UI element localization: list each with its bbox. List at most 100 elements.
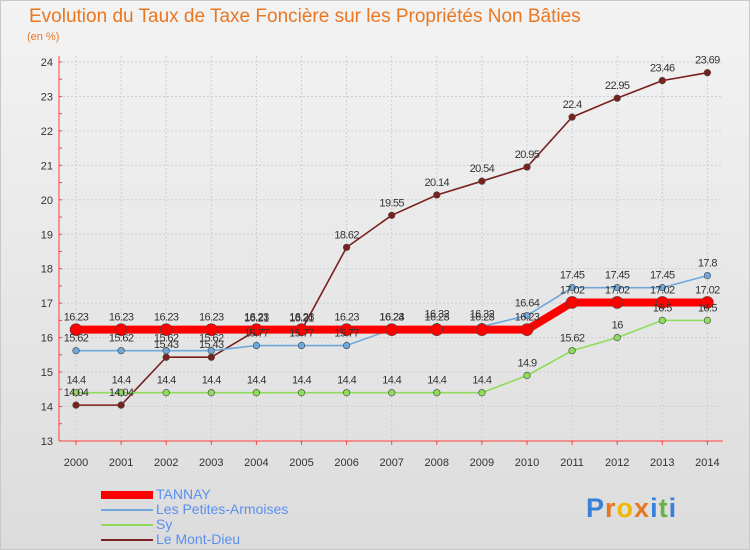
data-label-les-petites-armoises: 16.32 xyxy=(425,309,450,321)
data-point-le-mont-dieu xyxy=(613,94,621,102)
data-label-le-mont-dieu: 23.46 xyxy=(650,63,675,75)
data-label-sy: 14.4 xyxy=(202,375,221,387)
data-label-les-petites-armoises: 17.45 xyxy=(560,270,585,282)
data-point-tannay xyxy=(475,323,489,336)
data-point-sy xyxy=(703,316,712,324)
data-label-le-mont-dieu: 22.4 xyxy=(563,99,582,111)
data-label-sy: 14.4 xyxy=(292,375,311,387)
x-tick-label: 2002 xyxy=(154,457,178,469)
data-point-sy xyxy=(117,389,125,397)
legend-swatch-sy xyxy=(101,524,153,526)
y-tick-label: 24 xyxy=(41,57,53,69)
data-point-les-petites-armoises xyxy=(613,284,621,292)
data-point-les-petites-armoises xyxy=(658,284,666,292)
data-label-sy: 16 xyxy=(612,320,624,332)
y-tick-label: 21 xyxy=(41,160,53,172)
data-point-sy xyxy=(207,389,215,397)
data-label-les-petites-armoises: 15.62 xyxy=(199,333,224,345)
data-point-tannay xyxy=(565,296,579,309)
data-label-sy: 14.4 xyxy=(66,375,85,387)
data-label-tannay: 17.02 xyxy=(650,284,675,296)
logo-letter: r xyxy=(605,493,617,523)
data-label-tannay: 16.23 xyxy=(379,312,404,324)
data-point-tannay xyxy=(340,323,353,336)
data-label-sy: 14.4 xyxy=(427,375,446,387)
data-point-sy xyxy=(388,389,396,397)
series-line-le-mont-dieu xyxy=(76,71,708,406)
data-label-les-petites-armoises: 16.64 xyxy=(515,298,540,310)
x-tick-label: 2011 xyxy=(560,457,584,469)
data-label-les-petites-armoises: 15.62 xyxy=(64,333,89,345)
data-point-tannay xyxy=(205,323,218,336)
data-label-sy: 14.4 xyxy=(472,375,491,387)
data-label-sy: 14.4 xyxy=(247,375,266,387)
data-point-sy xyxy=(433,389,441,397)
data-point-le-mont-dieu xyxy=(523,163,531,171)
data-label-les-petites-armoises: 17.45 xyxy=(605,270,630,282)
x-tick-label: 2000 xyxy=(64,457,88,469)
data-label-tannay: 16.23 xyxy=(515,312,540,324)
data-point-sy xyxy=(658,316,666,324)
data-label-tannay: 16.23 xyxy=(154,312,179,324)
logo-letter: i xyxy=(668,493,678,523)
data-label-tannay: 16.23 xyxy=(425,312,450,324)
x-tick-label: 2010 xyxy=(515,457,539,469)
y-tick-label: 18 xyxy=(41,264,53,276)
data-label-sy: 14.9 xyxy=(517,357,536,369)
data-point-tannay xyxy=(520,323,534,336)
legend-label-le-mont-dieu: Le Mont-Dieu xyxy=(156,531,241,547)
data-label-le-mont-dieu: 19.55 xyxy=(379,197,404,209)
legend-label-tannay: TANNAY xyxy=(156,486,211,502)
data-point-le-mont-dieu xyxy=(478,177,486,185)
x-tick-label: 2012 xyxy=(605,457,629,469)
x-tick-label: 2014 xyxy=(695,457,719,469)
y-tick-label: 14 xyxy=(41,402,53,414)
data-label-le-mont-dieu: 20.95 xyxy=(515,149,540,161)
y-tick-label: 22 xyxy=(41,126,53,138)
x-tick-label: 2009 xyxy=(470,457,494,469)
data-label-tannay: 16.23 xyxy=(244,312,269,324)
chart-subtitle: (en %) xyxy=(27,31,60,43)
data-point-les-petites-armoises xyxy=(703,271,712,280)
data-label-tannay: 16.23 xyxy=(64,312,89,324)
data-point-le-mont-dieu xyxy=(658,77,666,85)
data-label-tannay: 16.23 xyxy=(334,312,359,324)
x-tick-label: 2013 xyxy=(650,457,674,469)
data-point-sy xyxy=(478,389,486,397)
y-tick-label: 20 xyxy=(41,195,53,207)
legend-swatch-le-mont-dieu xyxy=(101,539,153,541)
data-point-le-mont-dieu xyxy=(72,401,80,409)
x-tick-label: 2006 xyxy=(334,457,358,469)
data-point-tannay xyxy=(610,296,624,309)
data-label-le-mont-dieu: 15.43 xyxy=(199,339,224,351)
data-label-les-petites-armoises: 17.45 xyxy=(650,270,675,282)
data-label-sy: 14.4 xyxy=(382,375,401,387)
data-point-tannay xyxy=(701,296,714,309)
legend-item-sy: Sy xyxy=(101,516,361,532)
data-label-le-mont-dieu: 14.04 xyxy=(64,387,89,399)
data-point-le-mont-dieu xyxy=(207,353,215,361)
legend-item-les-petites-armoises: Les Petites-Armoises xyxy=(101,501,361,517)
data-point-les-petites-armoises xyxy=(252,341,260,350)
data-label-sy: 16.5 xyxy=(698,302,717,314)
logo-letter: x xyxy=(634,493,651,523)
legend-label-les-petites-armoises: Les Petites-Armoises xyxy=(156,501,289,517)
data-point-le-mont-dieu xyxy=(568,113,576,121)
data-point-sy xyxy=(297,389,306,397)
legend-swatch-tannay xyxy=(101,491,153,499)
data-point-sy xyxy=(252,389,260,397)
data-label-les-petites-armoises: 17.8 xyxy=(698,258,717,270)
data-label-les-petites-armoises: 16.32 xyxy=(470,309,495,321)
legend-item-tannay: TANNAY xyxy=(101,486,361,502)
data-point-les-petites-armoises xyxy=(162,347,170,355)
data-point-les-petites-armoises xyxy=(207,347,215,355)
data-point-sy xyxy=(343,389,351,397)
data-label-sy: 14.4 xyxy=(112,375,131,387)
data-label-sy: 14.4 xyxy=(337,375,356,387)
data-point-les-petites-armoises xyxy=(568,284,576,292)
data-label-tannay: 16.23 xyxy=(470,312,495,324)
legend-label-sy: Sy xyxy=(156,516,173,532)
data-point-sy xyxy=(162,389,170,397)
